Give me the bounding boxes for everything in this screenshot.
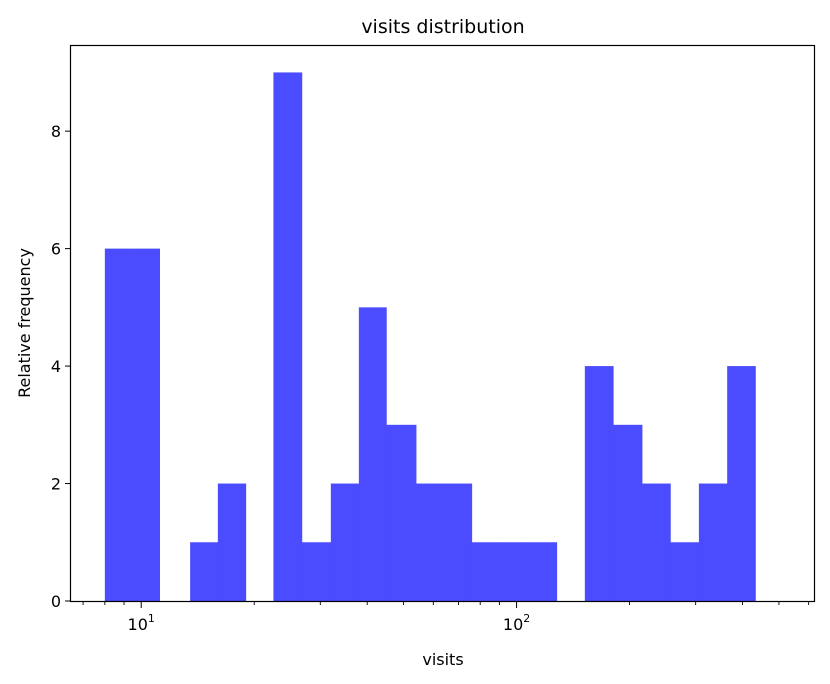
histogram-bar <box>613 424 643 601</box>
histogram-bar <box>670 542 700 601</box>
y-tick-label: 8 <box>51 122 61 141</box>
histogram-bar <box>416 483 445 601</box>
histogram-bar <box>527 542 558 601</box>
histogram-bar <box>499 542 528 601</box>
y-axis-label: Relative frequency <box>15 248 34 398</box>
x-axis-label: visits <box>422 650 463 669</box>
histogram-bar <box>698 483 728 601</box>
histogram-bar <box>104 248 132 601</box>
histogram-bar <box>471 542 500 601</box>
histogram-bar <box>190 542 219 601</box>
y-axis-ticks: 0 2 4 6 8 <box>51 122 71 611</box>
y-tick-label: 0 <box>51 592 61 611</box>
histogram-bar <box>273 72 303 602</box>
x-tick-label: 102 <box>503 612 530 634</box>
histogram-bar <box>217 483 247 601</box>
histogram-bar <box>584 366 614 601</box>
x-axis-ticks: 101 102 <box>82 601 810 634</box>
histogram-bar <box>330 483 360 601</box>
chart-title: visits distribution <box>361 16 524 38</box>
histogram-bar <box>443 483 473 601</box>
y-tick-label: 6 <box>51 240 61 259</box>
x-tick-label: 101 <box>128 612 155 634</box>
y-tick-label: 2 <box>51 475 61 494</box>
histogram-bar <box>727 366 756 601</box>
histogram-bar <box>642 483 671 601</box>
histogram-bar <box>301 542 332 601</box>
plot-frame <box>69 44 816 603</box>
y-tick-label: 4 <box>51 357 61 376</box>
histogram-bar <box>131 248 160 601</box>
histogram-bar <box>386 424 417 601</box>
bars-group <box>104 72 756 602</box>
histogram-bar <box>358 307 387 601</box>
